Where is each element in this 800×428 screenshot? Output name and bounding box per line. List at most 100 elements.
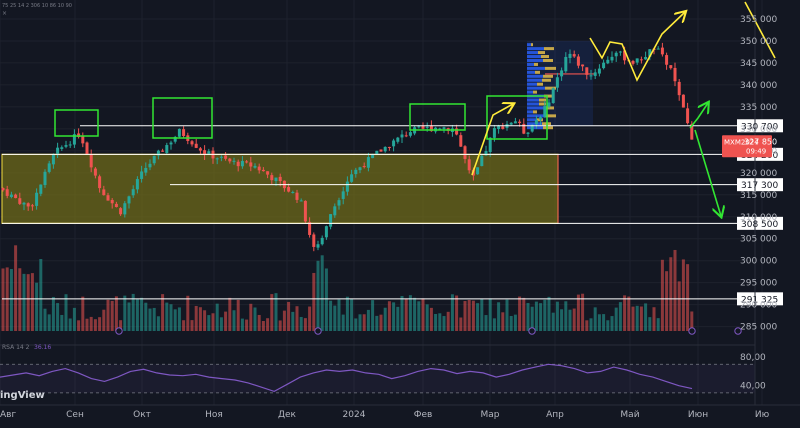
- price-tick-label: 285 000: [740, 323, 777, 333]
- annotation-box[interactable]: [409, 103, 466, 131]
- volume-bar: [686, 264, 690, 331]
- volume-bar: [341, 314, 345, 331]
- volume-bar: [333, 305, 337, 331]
- event-marker[interactable]: [734, 327, 742, 335]
- candle-body: [123, 203, 127, 215]
- volume-bar: [581, 293, 585, 331]
- candle-body: [303, 200, 307, 222]
- volume-bar: [484, 315, 488, 331]
- candle-body: [194, 143, 198, 148]
- candle-body: [568, 53, 572, 59]
- event-marker[interactable]: [314, 327, 322, 335]
- profile-bar: [527, 66, 545, 70]
- candle-body: [656, 48, 660, 50]
- candle-body: [417, 126, 421, 128]
- volume-bar: [639, 306, 643, 331]
- profile-bar: [527, 51, 538, 55]
- candle-body: [467, 159, 471, 171]
- volume-bar: [593, 307, 597, 331]
- volume-bar: [165, 302, 169, 331]
- volume-bar: [266, 318, 270, 331]
- volume-bar: [123, 295, 127, 331]
- candle-body: [64, 145, 68, 147]
- annotation-box[interactable]: [152, 97, 213, 139]
- volume-bar: [396, 306, 400, 331]
- annotation-box[interactable]: [486, 95, 548, 140]
- volume-bar: [190, 320, 194, 331]
- volume-bar: [156, 316, 160, 331]
- volume-bar: [610, 316, 614, 331]
- candle-body: [190, 141, 194, 145]
- candle-body: [228, 158, 232, 162]
- candle-body: [530, 125, 534, 132]
- volume-bar: [81, 296, 85, 331]
- volume-bar: [299, 316, 303, 331]
- candle-body: [5, 189, 9, 196]
- volume-bar: [656, 318, 660, 331]
- close-icon[interactable]: ×: [2, 10, 7, 17]
- volume-bar: [644, 303, 648, 331]
- volume-bar: [106, 299, 110, 331]
- volume-bar: [127, 302, 131, 331]
- profile-bar: [543, 74, 553, 78]
- volume-bar: [480, 298, 484, 331]
- candle-body: [14, 194, 18, 199]
- volume-bar: [39, 258, 43, 331]
- rsi-line: [0, 363, 693, 393]
- volume-bar: [186, 295, 190, 331]
- volume-bar: [152, 307, 156, 331]
- volume-bar: [102, 309, 106, 331]
- candle-body: [618, 51, 622, 53]
- volume-bar: [501, 312, 505, 331]
- candle-body: [576, 56, 580, 66]
- volume-bar: [64, 294, 68, 331]
- price-tick-label: 330 000: [740, 125, 777, 135]
- volume-bar: [669, 257, 673, 331]
- annotation-box[interactable]: [54, 109, 99, 137]
- candle-body: [341, 191, 345, 199]
- price-tick-label: 295 000: [740, 279, 777, 289]
- candle-body: [219, 156, 223, 158]
- volume-bar: [555, 301, 559, 331]
- volume-bar: [404, 298, 408, 331]
- volume-bar: [660, 259, 664, 331]
- candle-body: [114, 203, 118, 208]
- green-arrow-up[interactable]: [689, 103, 708, 129]
- profile-bar: [527, 74, 543, 78]
- candle-body: [677, 81, 681, 96]
- candle-body: [392, 140, 396, 147]
- volume-bar: [413, 297, 417, 331]
- volume-bar: [564, 301, 568, 331]
- yellow-arrow[interactable]: [589, 12, 685, 82]
- level-label: 291 325: [741, 295, 778, 305]
- candle-body: [1, 188, 5, 191]
- yellow-arrow[interactable]: [471, 104, 513, 176]
- event-marker[interactable]: [528, 327, 536, 335]
- candle-body: [459, 135, 463, 147]
- candle-body: [480, 155, 484, 167]
- candle-body: [425, 126, 429, 128]
- candle-body: [26, 203, 30, 207]
- profile-bar: [544, 47, 554, 51]
- event-marker[interactable]: [115, 327, 123, 335]
- volume-bar: [22, 273, 26, 331]
- volume-bar: [303, 318, 307, 331]
- candle-body: [152, 155, 156, 164]
- volume-bar: [383, 307, 387, 331]
- price-tick-label: 315 000: [740, 191, 777, 201]
- green-arrow-down[interactable]: [694, 129, 721, 216]
- candle-body: [35, 192, 39, 206]
- yellow-line[interactable]: [744, 1, 776, 59]
- time-tick-label: Сен: [66, 410, 84, 420]
- last-price: 327 850: [744, 137, 777, 146]
- volume-bar: [207, 315, 211, 331]
- candle-body: [291, 192, 295, 194]
- event-marker[interactable]: [688, 327, 696, 335]
- candle-body: [131, 189, 135, 196]
- profile-bar: [527, 126, 543, 130]
- profile-bar: [527, 106, 544, 110]
- volume-bar: [177, 307, 181, 331]
- rsi-axis-label: 80,00: [740, 353, 766, 363]
